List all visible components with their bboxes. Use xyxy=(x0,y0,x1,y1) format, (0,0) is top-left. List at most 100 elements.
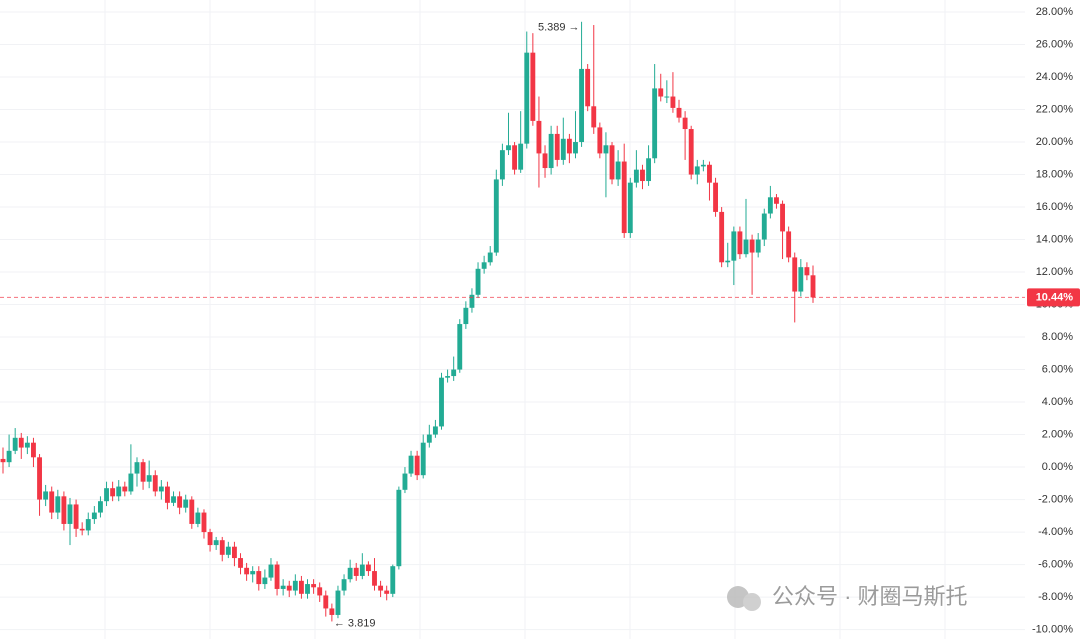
candle-body xyxy=(67,504,73,524)
candle-body xyxy=(457,324,463,370)
y-tick-label: 28.00% xyxy=(1036,6,1074,18)
candle-body xyxy=(554,133,560,160)
candle-body xyxy=(43,491,49,500)
candle-body xyxy=(445,376,451,378)
y-tick-label: 18.00% xyxy=(1036,168,1074,180)
candle-body xyxy=(189,499,195,524)
candle-body xyxy=(238,558,243,568)
y-tick-label: 22.00% xyxy=(1036,103,1074,115)
candle-body xyxy=(530,52,536,121)
candle-body xyxy=(262,577,268,585)
candle-body xyxy=(792,257,798,292)
candles xyxy=(0,21,1025,622)
candle-body xyxy=(439,377,444,427)
y-tick-label: 26.00% xyxy=(1036,38,1074,50)
candle-body xyxy=(506,145,511,151)
candle-body xyxy=(579,68,585,143)
candle-body xyxy=(195,512,201,524)
candle-body xyxy=(573,142,578,154)
candle-body xyxy=(512,145,518,170)
candle-body xyxy=(493,179,499,253)
candle-body xyxy=(347,567,353,580)
candle-body xyxy=(780,203,785,232)
candle-body xyxy=(804,267,810,276)
candle-body xyxy=(615,161,621,180)
candle-body xyxy=(6,450,12,463)
candle-body xyxy=(359,564,365,576)
candle-body xyxy=(481,262,487,269)
candle-body xyxy=(420,442,426,476)
y-tick-label: 0.00% xyxy=(1042,461,1073,473)
candle-body xyxy=(432,426,438,435)
candle-body xyxy=(372,571,377,586)
watermark: 公众号 · 财圈马斯托 xyxy=(727,584,968,611)
candle-body xyxy=(518,143,524,170)
y-tick-label: 8.00% xyxy=(1042,331,1073,343)
candle-body xyxy=(384,590,390,594)
candle-body xyxy=(317,587,323,596)
candle-body xyxy=(487,252,493,263)
last-price-box xyxy=(1027,288,1080,307)
candle-body xyxy=(731,231,737,261)
candle-body xyxy=(323,595,329,609)
candle-body xyxy=(396,489,402,567)
candle-body xyxy=(451,369,457,377)
candle-body xyxy=(591,106,597,128)
candle-body xyxy=(18,437,24,448)
candle-body xyxy=(292,580,298,591)
candle-body xyxy=(774,197,779,204)
candle-body xyxy=(664,96,670,98)
y-tick-label: 2.00% xyxy=(1042,428,1073,440)
candle-body xyxy=(378,585,384,591)
candle-body xyxy=(548,133,554,169)
candle-body xyxy=(231,546,237,559)
candle-body xyxy=(798,267,804,292)
y-tick-label: 12.00% xyxy=(1036,266,1074,278)
candle-body xyxy=(402,473,408,490)
candle-body xyxy=(329,608,335,615)
y-tick-label: -10.00% xyxy=(1032,623,1073,635)
candle-body xyxy=(353,567,359,576)
y-tick-label: -2.00% xyxy=(1038,493,1073,505)
candle-body xyxy=(158,486,164,492)
candle-body xyxy=(183,499,189,508)
candle-body xyxy=(122,486,128,492)
candle-body xyxy=(719,211,725,263)
candle-body xyxy=(707,164,712,183)
candle-body xyxy=(152,475,158,492)
candle-body xyxy=(268,564,274,578)
candle-body xyxy=(627,182,633,234)
candle-body xyxy=(408,455,414,474)
candle-body xyxy=(566,138,572,154)
candle-body xyxy=(365,564,371,572)
candle-body xyxy=(12,437,18,451)
candle-body xyxy=(244,567,250,575)
candle-body xyxy=(725,260,731,263)
y-tick-label: -6.00% xyxy=(1038,558,1073,570)
candle-body xyxy=(98,501,103,513)
y-tick-label: 20.00% xyxy=(1036,136,1074,148)
candle-body xyxy=(79,528,85,531)
candle-body xyxy=(426,434,432,443)
candle-body xyxy=(560,138,566,160)
last-price-label: 10.44% xyxy=(1036,291,1074,303)
candle-body xyxy=(0,458,6,463)
candle-body xyxy=(305,584,310,594)
y-tick-label: 14.00% xyxy=(1036,233,1074,245)
candle-body xyxy=(475,268,481,295)
candle-body xyxy=(91,512,97,520)
candle-body xyxy=(274,564,280,589)
candle-body xyxy=(311,584,317,588)
y-tick-label: 4.00% xyxy=(1042,396,1073,408)
candle-body xyxy=(37,457,42,500)
max-annotation: 5.389 → xyxy=(538,22,580,34)
y-tick-label: -8.00% xyxy=(1038,591,1073,603)
candle-body xyxy=(743,239,749,255)
candle-body xyxy=(298,580,304,594)
candle-body xyxy=(700,164,706,167)
candle-body xyxy=(761,213,767,240)
candle-body xyxy=(104,488,109,502)
candle-body xyxy=(219,540,225,555)
